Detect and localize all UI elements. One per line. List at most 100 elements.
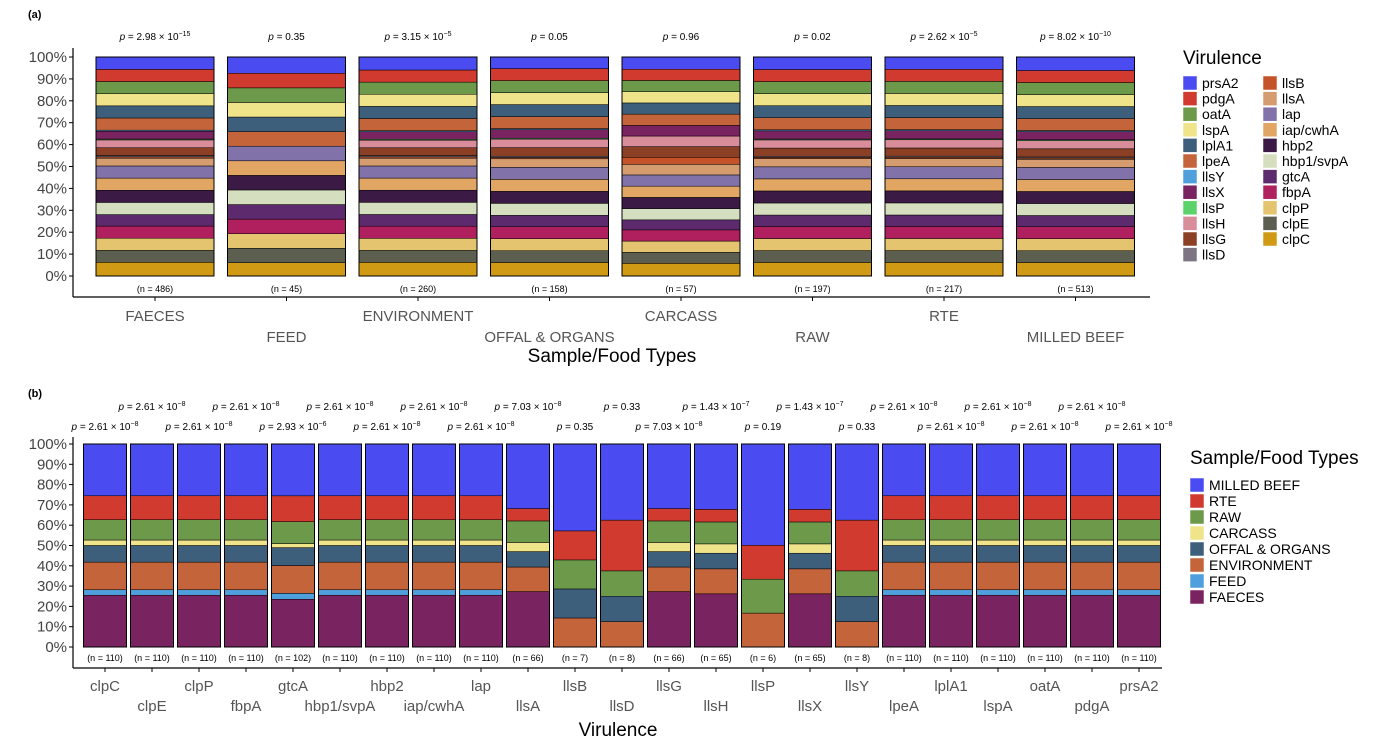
b-bar-segment (318, 443, 362, 497)
b-bar-segment (788, 593, 832, 648)
b-bar-segment (929, 594, 973, 648)
b-bar-segment (882, 443, 926, 497)
panel-b-chart: 0% 10% 20% 30% 40% 50% 60% 70% 80% 90% 100% (n = 11… (29, 401, 1359, 741)
a-bar-segment (1016, 140, 1135, 150)
b-p-value: p = 2.61 × 10−8 (917, 421, 985, 433)
b-bar-segment (1023, 495, 1067, 520)
a-legend-swatch (1182, 200, 1198, 216)
a-legend-swatch (1262, 91, 1278, 106)
b-p-value: p = 0.33 (838, 422, 876, 433)
b-bar-segment (83, 545, 127, 563)
b-bar-segment (1070, 589, 1114, 596)
a-bar-segment (95, 190, 215, 203)
b-p-value: p = 1.43 × 10−7 (776, 401, 844, 413)
b-x-tick-label: oatA (1030, 678, 1061, 695)
a-bar-segment (884, 190, 1004, 204)
b-bar-segment (929, 443, 973, 497)
b-n-label: (n = 110) (463, 653, 499, 663)
b-n-label: (n = 110) (933, 653, 969, 663)
a-bar-segment (490, 116, 609, 129)
a-bar-segment (884, 147, 1004, 157)
a-p-value: p = 0.35 (267, 32, 305, 43)
a-bar-segment (753, 190, 872, 204)
b-p-value: p = 2.61 × 10−8 (1011, 421, 1079, 433)
b-y-tick-label: 0% (45, 639, 67, 656)
b-bar-segment (271, 443, 315, 497)
b-bar-segment (929, 539, 973, 546)
b-p-value: p = 2.61 × 10−8 (1105, 421, 1173, 433)
a-bar-segment (621, 197, 741, 209)
b-bar-segment (83, 519, 127, 541)
b-bar-outline (600, 443, 644, 648)
a-bar-segment (95, 117, 215, 131)
a-bar-segment (358, 56, 478, 71)
a-bar-segment (884, 69, 1004, 82)
b-x-tick-label: llsD (610, 698, 635, 715)
b-bar-segment (177, 545, 221, 563)
a-bar-segment (621, 56, 741, 70)
b-bar-segment (224, 589, 268, 596)
a-bar-segment (358, 106, 478, 119)
b-p-value: p = 7.03 × 10−8 (635, 421, 703, 433)
b-n-label: (n = 110) (134, 653, 170, 663)
b-bar-segment (506, 520, 550, 543)
b-x-tick-label: llsA (516, 698, 540, 715)
a-bar-segment (884, 250, 1004, 263)
b-bar-segment (976, 545, 1020, 563)
b-y-tick-label: 90% (37, 456, 67, 473)
a-bar-segment (95, 81, 215, 94)
a-legend-swatch (1182, 91, 1198, 106)
a-bar-segment (884, 226, 1004, 239)
a-bar-segment (1016, 226, 1135, 239)
b-bar-outline (271, 443, 315, 648)
a-bar-segment (490, 226, 609, 239)
a-y-tick-label: 0% (45, 268, 67, 285)
b-bar-segment (553, 443, 597, 532)
b-bar-segment (694, 552, 738, 570)
b-bar-segment (929, 561, 973, 591)
b-bar-segment (83, 589, 127, 596)
b-bar-outline (741, 443, 785, 648)
b-bar-segment (647, 566, 691, 592)
b-x-tick-label: lplA1 (934, 678, 967, 695)
b-p-value: p = 2.61 × 10−8 (118, 401, 186, 413)
b-bar-segment (835, 596, 879, 622)
a-y-tick-label: 40% (37, 180, 67, 197)
a-legend-swatch (1182, 216, 1198, 231)
a-bar-segment (490, 203, 609, 216)
a-bar-segment (884, 56, 1004, 70)
a-bar-segment (621, 80, 741, 92)
b-bar-segment (506, 542, 550, 552)
b-p-value: p = 1.43 × 10−7 (682, 401, 750, 413)
b-bar-segment (365, 594, 409, 648)
b-bar-segment (1023, 594, 1067, 648)
b-bar-segment (929, 545, 973, 563)
b-x-tick-label: lap (471, 678, 491, 695)
a-bar-outline (358, 56, 478, 277)
b-bar-segment (1117, 443, 1161, 497)
a-legend-label: lspA (1202, 122, 1230, 138)
a-bar-segment (227, 56, 346, 74)
a-legend-label: clpC (1282, 231, 1310, 247)
b-x-tick-label: iap/cwhA (404, 698, 465, 715)
b-bar-segment (130, 561, 174, 591)
b-bar-segment (1023, 545, 1067, 563)
a-bar-segment (884, 166, 1004, 180)
b-x-tick-label: prsA2 (1119, 678, 1158, 695)
a-legend-swatch (1262, 216, 1278, 231)
a-legend-label: lpeA (1202, 153, 1231, 169)
a-y-tick-label: 80% (37, 93, 67, 110)
a-bar-segment (358, 202, 478, 215)
b-n-label: (n = 110) (228, 653, 264, 663)
b-bar-outline (224, 443, 268, 648)
a-bar-segment (621, 240, 741, 253)
b-bar-segment (365, 495, 409, 520)
a-x-tick-label: RAW (795, 329, 830, 346)
b-x-tick-label: llsX (798, 698, 822, 715)
b-bar-segment (976, 495, 1020, 520)
b-bar-segment (177, 443, 221, 497)
a-bar-segment (753, 69, 872, 82)
a-bar-segment (884, 178, 1004, 192)
a-bar-outline (490, 56, 609, 277)
b-bar-segment (553, 617, 597, 648)
